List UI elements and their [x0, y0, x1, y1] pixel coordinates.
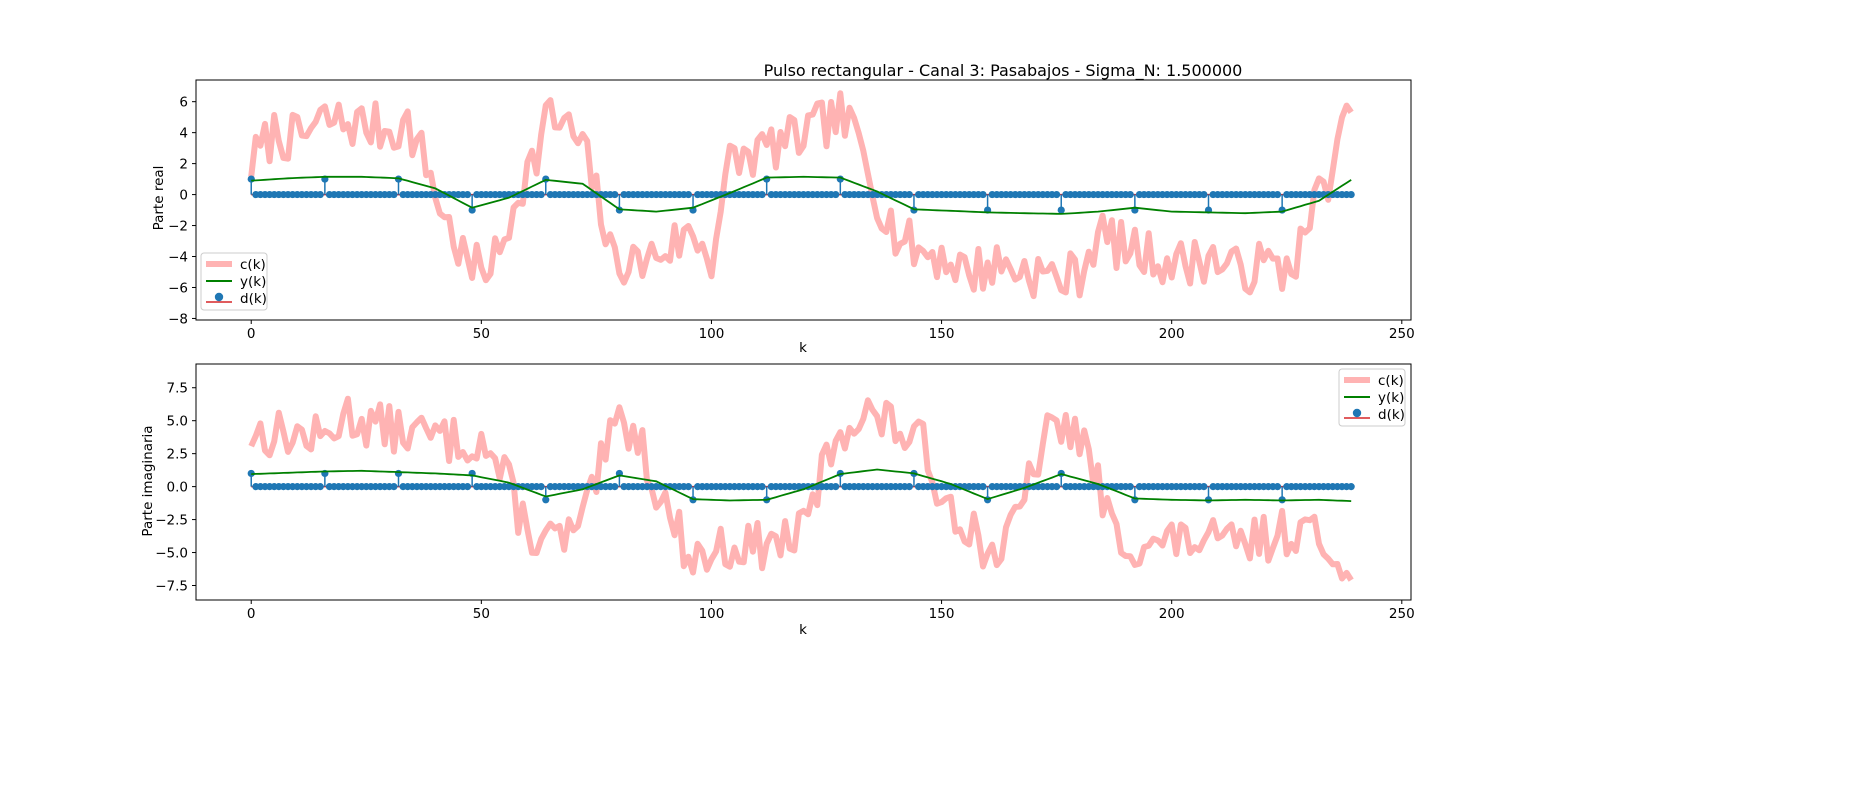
bottom-series-c [248, 395, 1354, 582]
top-ylabel: Parte real [151, 166, 167, 231]
bottom-stem-marker [542, 496, 550, 504]
bottom-ytick-label: 2.5 [167, 447, 188, 463]
top-ytick-label: −2 [168, 219, 188, 235]
bottom-axes-frame [195, 363, 1412, 601]
bottom-xtick-label: 50 [473, 606, 490, 622]
bottom-stem-marker [463, 483, 472, 491]
bottom-stem-marker [537, 483, 545, 491]
top-stem-marker [684, 190, 693, 199]
top-series-y [251, 175, 1352, 215]
top-stem-marker [1057, 206, 1065, 214]
figure-title: Pulso rectangular - Canal 3: Pasabajos -… [764, 61, 1243, 81]
bottom-stem-marker [390, 483, 398, 491]
top-stem-marker [1200, 190, 1208, 199]
top-data-layer [247, 90, 1355, 300]
top-stem-marker [1273, 190, 1282, 199]
bottom-xtick-label: 150 [929, 606, 955, 622]
bottom-legend-c-label: c(k) [1378, 373, 1404, 389]
top-ytick-label: 4 [179, 126, 188, 142]
top-xtick-label: 150 [929, 326, 955, 342]
bottom-stem-marker [1053, 483, 1061, 491]
bottom-xtick-label: 100 [699, 606, 725, 622]
bottom-ylabel: Parte imaginaria [140, 425, 156, 536]
bottom-stem-marker [1200, 483, 1208, 491]
bottom-subplot: 0 50 100 150 200 250−7.5−5.0−2.50.02.55.07.5 … [140, 363, 1415, 638]
top-xtick-label: 50 [473, 326, 490, 342]
bottom-stem-marker [316, 483, 324, 491]
bottom-stem-marker [1347, 483, 1355, 491]
top-plot-area: 0 50 100 150 200 250 −8 −6 −4 −2 0 2 4 6 [168, 79, 1415, 342]
top-ytick-label: 6 [179, 95, 188, 111]
top-legend-y-label: y(k) [240, 274, 266, 290]
bottom-stem-marker [979, 483, 987, 491]
top-subplot: 0 50 100 150 200 250 −8 −6 −4 −2 0 2 4 6 k Parte real… [151, 79, 1415, 356]
top-ytick-label: −8 [168, 311, 188, 327]
bottom-xtick-label: 0 [247, 606, 256, 622]
top-xtick-label: 100 [699, 326, 725, 342]
bottom-legend-y-label: y(k) [1378, 390, 1404, 406]
top-stem-marker [537, 190, 545, 199]
top-stem-marker [247, 175, 255, 183]
bottom-xtick-label: 250 [1389, 606, 1415, 622]
top-ytick-label: 2 [179, 157, 188, 173]
top-stem-marker [1347, 190, 1355, 199]
top-stem-marker [316, 190, 324, 199]
top-axes-frame [195, 79, 1412, 321]
bottom-ytick-label: 0.0 [167, 480, 188, 496]
top-stem-marker [390, 190, 398, 199]
top-stem-marker [758, 190, 766, 199]
bottom-legend-d-marker [1352, 408, 1362, 418]
top-stem-marker [463, 190, 472, 199]
bottom-data-layer [247, 395, 1355, 582]
top-legend: c(k) y(k) d(k) [200, 252, 268, 311]
top-legend-c-label: c(k) [240, 257, 266, 273]
top-stem-marker [832, 190, 840, 199]
bottom-stem-marker [394, 469, 403, 478]
bottom-ytick-label: −5.0 [155, 546, 188, 562]
bottom-legend: c(k) y(k) d(k) [1338, 368, 1406, 427]
bottom-series-y [251, 468, 1352, 502]
top-stem-marker [468, 206, 476, 214]
top-legend-d-label: d(k) [240, 291, 267, 307]
top-ytick-label: −6 [168, 280, 188, 296]
top-stem-marker [905, 190, 913, 199]
bottom-plot-area: 0 50 100 150 200 250 −7.5 −5.0 −2.5 0.0 2.5 5.0 7.5 [155, 363, 1415, 622]
bottom-ytick-label: 5.0 [167, 414, 188, 430]
bottom-xtick-label: 200 [1159, 606, 1185, 622]
bottom-stem-marker [1273, 483, 1282, 491]
bottom-stem-marker [1126, 483, 1134, 491]
top-stem-marker [979, 190, 987, 199]
top-stem-marker [611, 190, 619, 199]
bottom-stem-marker [758, 483, 766, 491]
bottom-stem-marker [684, 483, 693, 491]
top-xlabel: k [799, 340, 807, 356]
top-stem-marker [1126, 190, 1134, 199]
top-series-d [247, 175, 1355, 214]
top-stem-marker [1053, 190, 1061, 199]
bottom-ytick-label: 7.5 [167, 381, 188, 397]
top-xtick-label: 200 [1159, 326, 1185, 342]
top-xtick-label: 250 [1389, 326, 1415, 342]
bottom-legend-d-label: d(k) [1378, 407, 1405, 423]
bottom-ytick-label: −2.5 [155, 513, 188, 529]
bottom-stem-marker [611, 483, 619, 491]
top-xtick-label: 0 [247, 326, 256, 342]
bottom-stem-marker [832, 483, 840, 491]
bottom-series-d [247, 469, 1355, 504]
bottom-stem-marker [905, 483, 913, 491]
bottom-xlabel: k [799, 622, 807, 638]
top-ytick-label: 0 [179, 188, 188, 204]
bottom-ytick-label: −7.5 [155, 578, 188, 594]
top-ytick-label: −4 [168, 250, 188, 266]
top-legend-d-marker [214, 292, 224, 302]
